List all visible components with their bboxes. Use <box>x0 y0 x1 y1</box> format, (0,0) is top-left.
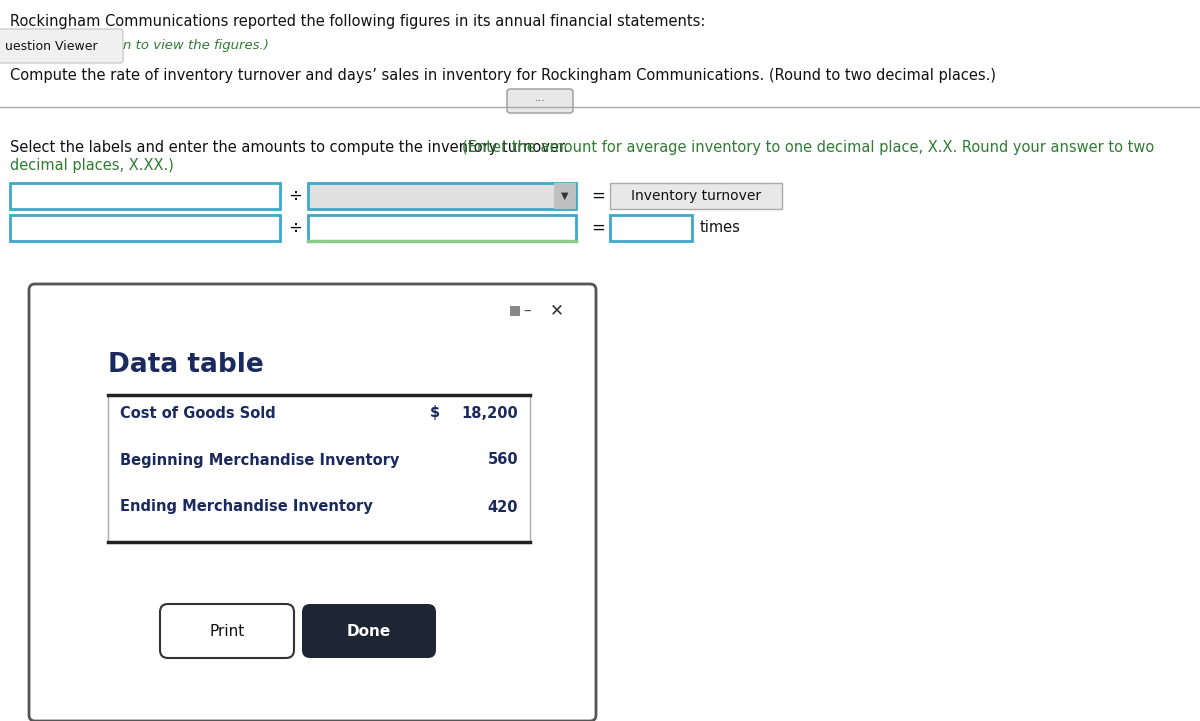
Bar <box>610 215 692 241</box>
FancyBboxPatch shape <box>29 284 596 721</box>
FancyBboxPatch shape <box>302 604 436 658</box>
Text: Cost of Goods Sold: Cost of Goods Sold <box>120 405 276 420</box>
Text: Done: Done <box>347 624 391 639</box>
Bar <box>108 395 530 542</box>
Text: ÷: ÷ <box>288 187 302 205</box>
Text: $: $ <box>430 405 440 420</box>
Text: ···: ··· <box>534 96 546 106</box>
Text: Beginning Merchandise Inventory: Beginning Merchandise Inventory <box>120 453 400 467</box>
Text: Data table: Data table <box>108 352 264 378</box>
Text: Compute the rate of inventory turnover and days’ sales in inventory for Rockingh: Compute the rate of inventory turnover a… <box>10 68 996 83</box>
Bar <box>10 215 280 241</box>
Text: –: – <box>523 303 530 317</box>
Text: ✕: ✕ <box>550 301 564 319</box>
Text: 18,200: 18,200 <box>461 405 518 420</box>
Bar <box>554 183 576 209</box>
Text: ▼: ▼ <box>562 191 569 201</box>
Text: Select the labels and enter the amounts to compute the inventory turnover.: Select the labels and enter the amounts … <box>10 140 574 155</box>
Text: =: = <box>592 187 605 205</box>
Text: Print: Print <box>209 624 245 639</box>
Bar <box>308 215 576 241</box>
FancyBboxPatch shape <box>508 89 574 113</box>
Text: Inventory turnover: Inventory turnover <box>631 189 761 203</box>
Text: times: times <box>700 221 740 236</box>
Text: (Enter the amount for average inventory to one decimal place, X.X. Round your an: (Enter the amount for average inventory … <box>462 140 1154 155</box>
Bar <box>0 36 28 42</box>
Text: 560: 560 <box>487 453 518 467</box>
Text: decimal places, X.XX.): decimal places, X.XX.) <box>10 158 174 173</box>
Text: uestion Viewer: uestion Viewer <box>5 40 97 53</box>
Text: ÷: ÷ <box>288 219 302 237</box>
Text: Rockingham Communications reported the following figures in its annual financial: Rockingham Communications reported the f… <box>10 14 706 29</box>
Text: =: = <box>592 219 605 237</box>
FancyBboxPatch shape <box>160 604 294 658</box>
Bar <box>610 183 782 209</box>
Bar <box>308 183 576 209</box>
Text: Ending Merchandise Inventory: Ending Merchandise Inventory <box>120 500 373 515</box>
FancyBboxPatch shape <box>0 29 124 63</box>
Bar <box>10 183 280 209</box>
Text: 420: 420 <box>487 500 518 515</box>
Text: n to view the figures.): n to view the figures.) <box>124 40 269 53</box>
Bar <box>510 306 520 316</box>
